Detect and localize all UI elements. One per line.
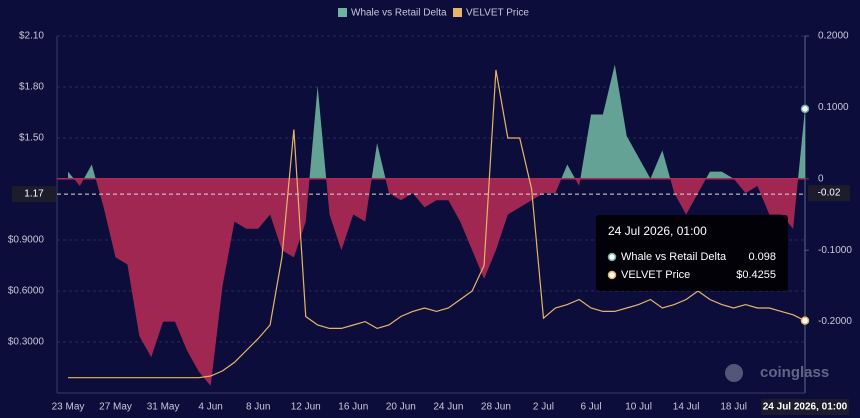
y-tick-label: $0.6000 <box>8 286 45 297</box>
watermark: coinglass <box>760 364 829 381</box>
x-tick-label: 4 Jun <box>198 402 222 413</box>
x-tick-label: 24 Jun <box>433 402 463 413</box>
watermark-logo <box>725 364 743 382</box>
crosshair-label: 1.17 <box>24 189 44 200</box>
x-tick-label: 28 Jun <box>481 402 511 413</box>
tooltip-name: Whale vs Retail Delta <box>621 251 727 263</box>
x-tick-label: 16 Jun <box>338 402 368 413</box>
x-tick-label: 10 Jul <box>625 402 652 413</box>
crosshair-label: -0.02 <box>818 188 841 199</box>
y-tick-label: $0.9000 <box>8 235 45 246</box>
x-tick-label: 31 May <box>147 402 180 413</box>
x-tick-label: 12 Jun <box>291 402 321 413</box>
y2-tick-label: 0 <box>818 173 824 184</box>
legend-label[interactable]: Whale vs Retail Delta <box>351 8 447 19</box>
legend-swatch[interactable] <box>453 8 462 17</box>
crosshair-box <box>808 185 850 202</box>
delta-area-positive <box>68 64 805 179</box>
delta-area-negative <box>73 178 799 386</box>
y2-tick-label: -0.2000 <box>818 316 852 327</box>
x-tick-label: 18 Jul <box>720 402 747 413</box>
x-tick-label: 14 Jul <box>673 402 700 413</box>
tooltip-title: 24 Jul 2026, 01:00 <box>608 224 707 238</box>
y2-tick-label: 0.2000 <box>818 31 849 42</box>
crosshair-box <box>12 186 56 203</box>
x-tick-label: 6 Jul <box>580 402 601 413</box>
x-highlight-box <box>761 399 849 415</box>
tooltip-dot <box>607 252 617 262</box>
x-tick-label: 23 May <box>52 402 85 413</box>
legend-label[interactable]: VELVET Price <box>466 8 529 19</box>
y-tick-label: $1.50 <box>19 133 44 144</box>
tooltip <box>596 215 788 291</box>
y-tick-label: $0.3000 <box>8 337 45 348</box>
y2-tick-label: 0.1000 <box>818 102 849 113</box>
y-tick-label: $1.80 <box>19 82 44 93</box>
x-tick-label: 20 Jun <box>386 402 416 413</box>
x-tick-label: 27 May <box>99 402 132 413</box>
y-tick-label: $2.10 <box>19 31 44 42</box>
tooltip-name: VELVET Price <box>621 269 690 281</box>
y2-tick-label: -0.1000 <box>818 245 852 256</box>
x-tick-label: 2 Jul <box>533 402 554 413</box>
tooltip-dot <box>607 270 617 280</box>
tooltip-value: 0.098 <box>748 251 776 263</box>
legend-swatch[interactable] <box>338 8 347 17</box>
price-marker <box>800 316 810 325</box>
delta-marker <box>800 104 810 114</box>
x-tick-label: 24 Jul 2026, 01:00 <box>763 402 848 413</box>
price-line <box>68 69 806 379</box>
tooltip-value: $0.4255 <box>736 269 776 281</box>
x-tick-label: 8 Jun <box>246 402 270 413</box>
